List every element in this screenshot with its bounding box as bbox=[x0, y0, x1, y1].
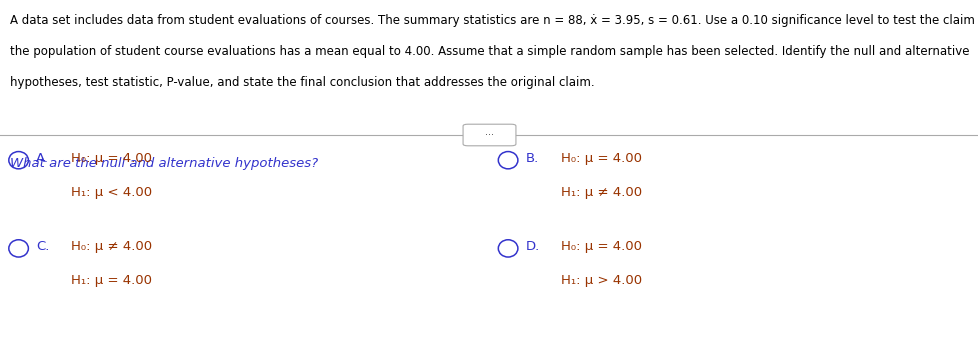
Text: the population of student course evaluations has a mean equal to 4.00. Assume th: the population of student course evaluat… bbox=[10, 45, 968, 58]
Text: hypotheses, test statistic, P-value, and state the final conclusion that address: hypotheses, test statistic, P-value, and… bbox=[10, 76, 594, 89]
Text: H₀: μ = 4.00: H₀: μ = 4.00 bbox=[560, 152, 642, 165]
Text: H₁: μ > 4.00: H₁: μ > 4.00 bbox=[560, 274, 642, 287]
Text: H₀: μ ≠ 4.00: H₀: μ ≠ 4.00 bbox=[71, 240, 153, 253]
Text: H₀: μ = 4.00: H₀: μ = 4.00 bbox=[71, 152, 153, 165]
Text: ···: ··· bbox=[484, 130, 494, 140]
Text: B.: B. bbox=[525, 152, 539, 165]
Text: D.: D. bbox=[525, 240, 540, 253]
Text: A data set includes data from student evaluations of courses. The summary statis: A data set includes data from student ev… bbox=[10, 14, 978, 27]
Text: H₁: μ = 4.00: H₁: μ = 4.00 bbox=[71, 274, 153, 287]
Text: H₁: μ < 4.00: H₁: μ < 4.00 bbox=[71, 186, 153, 199]
Text: H₀: μ = 4.00: H₀: μ = 4.00 bbox=[560, 240, 642, 253]
Text: A.: A. bbox=[36, 152, 49, 165]
Text: H₁: μ ≠ 4.00: H₁: μ ≠ 4.00 bbox=[560, 186, 642, 199]
Text: What are the null and alternative hypotheses?: What are the null and alternative hypoth… bbox=[10, 157, 318, 170]
Text: C.: C. bbox=[36, 240, 50, 253]
FancyBboxPatch shape bbox=[463, 124, 515, 146]
